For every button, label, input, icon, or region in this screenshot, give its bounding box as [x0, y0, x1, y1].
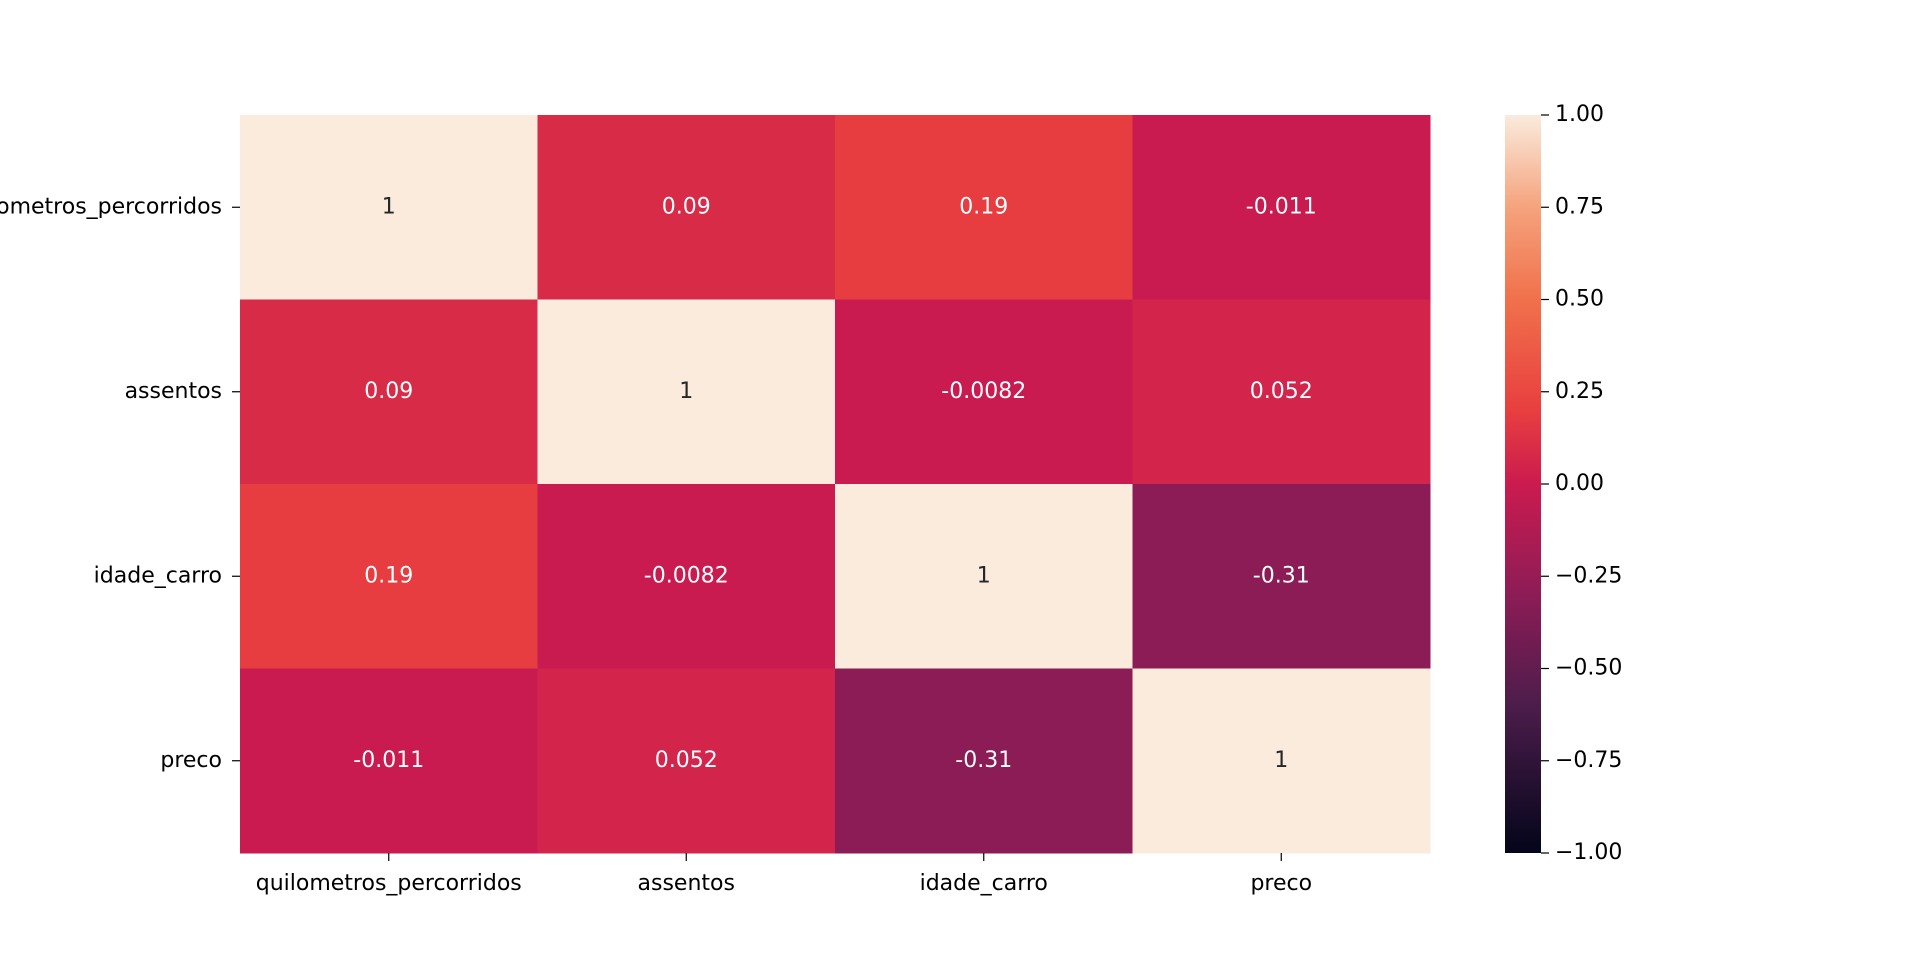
- x-tick-label: quilometros_percorridos: [256, 871, 522, 896]
- cell-label: -0.011: [353, 748, 424, 773]
- colorbar-tick-label: −0.75: [1555, 748, 1622, 773]
- cell-label: 0.09: [662, 194, 711, 219]
- heatmap-cell: [835, 115, 1133, 300]
- cell-label: -0.0082: [941, 379, 1026, 404]
- cell-label: 0.19: [959, 194, 1008, 219]
- colorbar-tick-label: −0.50: [1555, 656, 1622, 681]
- heatmap-cell: [1132, 484, 1431, 669]
- cell-label: 1: [679, 379, 693, 404]
- y-tick-label: idade_carro: [94, 563, 222, 588]
- heatmap-cell: [1132, 299, 1431, 485]
- cell-label: 0.052: [655, 748, 718, 773]
- heatmap-cell: [537, 115, 836, 300]
- cell-label: -0.0082: [644, 563, 729, 588]
- colorbar-tick-label: −1.00: [1555, 840, 1622, 865]
- cell-label: -0.31: [1253, 563, 1310, 588]
- heatmap-cell: [240, 299, 538, 485]
- x-tick-label: idade_carro: [920, 871, 1048, 896]
- cell-label: 0.19: [364, 563, 413, 588]
- y-tick-label: preco: [160, 748, 222, 773]
- cell-label: -0.31: [955, 748, 1012, 773]
- heatmap-cell: [240, 115, 538, 300]
- heatmap-cell: [537, 668, 836, 854]
- colorbar-tick-label: 0.25: [1555, 379, 1604, 404]
- heatmap-cell: [1132, 668, 1431, 854]
- x-tick-label: preco: [1250, 871, 1312, 896]
- cell-label: 1: [382, 194, 396, 219]
- colorbar-tick-label: 1.00: [1555, 102, 1604, 127]
- colorbar-tick-label: −0.25: [1555, 563, 1622, 588]
- colorbar-tick-label: 0.75: [1555, 194, 1604, 219]
- heatmap-cell: [240, 484, 538, 669]
- heatmap-cell: [835, 484, 1133, 669]
- heatmap-cell: [240, 668, 538, 854]
- heatmap-cell: [1132, 115, 1431, 300]
- heatmap-cell: [537, 299, 836, 485]
- cell-label: 0.09: [364, 379, 413, 404]
- heatmap-cell: [537, 484, 836, 669]
- cell-label: 1: [977, 563, 991, 588]
- y-tick-label: quilometros_percorridos: [0, 194, 222, 219]
- x-tick-label: assentos: [638, 871, 735, 896]
- colorbar-tick-label: 0.00: [1555, 471, 1604, 496]
- heatmap-cell: [835, 299, 1133, 485]
- y-tick-label: assentos: [125, 379, 222, 404]
- colorbar: [1505, 115, 1541, 853]
- cell-label: -0.011: [1246, 194, 1317, 219]
- heatmap-cell: [835, 668, 1133, 854]
- cell-label: 0.052: [1250, 379, 1313, 404]
- cell-label: 1: [1274, 748, 1288, 773]
- colorbar-tick-label: 0.50: [1555, 287, 1604, 312]
